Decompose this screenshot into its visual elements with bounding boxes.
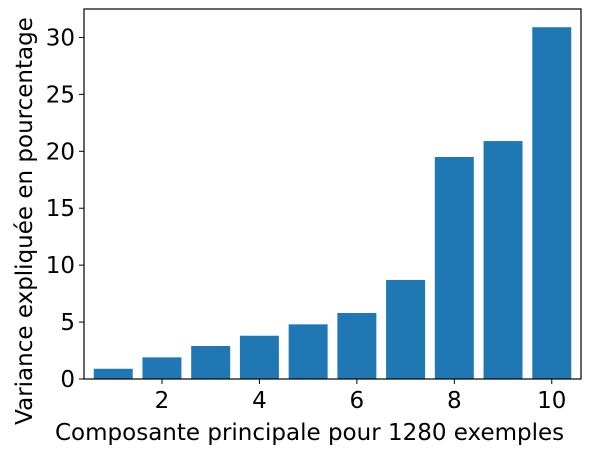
- bar-8: [434, 157, 474, 379]
- y-tick-label: 20: [46, 139, 75, 165]
- bar-2: [142, 357, 182, 379]
- y-tick-label: 10: [46, 253, 75, 279]
- bar-5: [288, 324, 328, 379]
- x-axis-ticks: 2 4 6 8 10: [155, 379, 566, 414]
- x-tick-label: 2: [155, 388, 170, 414]
- y-tick-label: 25: [46, 82, 75, 108]
- bars-group: [93, 27, 572, 379]
- x-tick-label: 8: [447, 388, 462, 414]
- bar-9: [483, 141, 523, 379]
- y-axis-label: Variance expliquée en pourcentage: [12, 17, 38, 425]
- y-tick-label: 5: [60, 310, 75, 336]
- y-tick-label: 15: [46, 196, 75, 222]
- bar-10: [532, 27, 572, 379]
- bar-4: [239, 335, 279, 379]
- x-tick-label: 10: [537, 388, 566, 414]
- bar-3: [191, 345, 231, 379]
- x-tick-label: 4: [252, 388, 267, 414]
- bar-6: [337, 312, 377, 379]
- y-axis-ticks: 0 5 10 15 20 25 30: [46, 25, 84, 393]
- bar-7: [386, 279, 426, 379]
- bar-1: [93, 368, 133, 379]
- x-axis-label: Composante principale pour 1280 exemples: [55, 420, 564, 446]
- y-tick-label: 30: [46, 25, 75, 51]
- x-tick-label: 6: [350, 388, 365, 414]
- y-tick-label: 0: [60, 367, 75, 393]
- plot-frame: [83, 8, 582, 380]
